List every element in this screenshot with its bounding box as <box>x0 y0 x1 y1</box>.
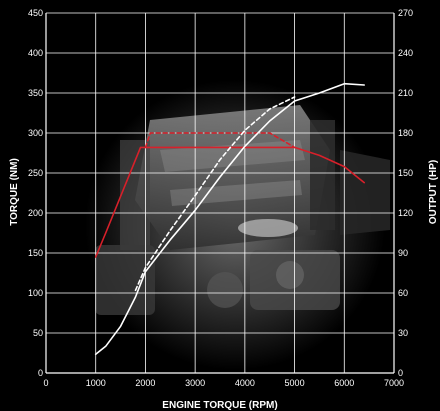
y-tick-label-left: 350 <box>28 88 43 98</box>
x-tick-label: 1000 <box>86 378 106 388</box>
x-tick-label: 7000 <box>384 378 404 388</box>
y-tick-label-left: 100 <box>28 288 43 298</box>
y-axis-title-right: OUTPUT (HP) <box>428 160 439 224</box>
y-tick-label-left: 200 <box>28 208 43 218</box>
y-tick-label-right: 150 <box>398 168 413 178</box>
x-tick-label: 4000 <box>235 378 255 388</box>
y-tick-label-right: 180 <box>398 128 413 138</box>
y-tick-label-right: 0 <box>398 368 403 378</box>
y-tick-label-left: 300 <box>28 128 43 138</box>
y-tick-label-right: 240 <box>398 48 413 58</box>
y-tick-label-right: 90 <box>398 248 408 258</box>
y-tick-label-left: 450 <box>28 8 43 18</box>
y-tick-label-left: 400 <box>28 48 43 58</box>
y-tick-label-left: 150 <box>28 248 43 258</box>
series-layer <box>94 82 366 356</box>
series-line-torque-solid <box>94 146 366 258</box>
series-line-output-dashed <box>134 96 296 292</box>
axes <box>45 13 395 374</box>
x-axis-title: ENGINE TORQUE (RPM) <box>162 400 277 411</box>
y-tick-label-left: 250 <box>28 168 43 178</box>
y-tick-label-right: 60 <box>398 288 408 298</box>
y-tick-label-right: 120 <box>398 208 413 218</box>
series-line-torque-dashed <box>144 132 296 149</box>
x-tick-label: 6000 <box>334 378 354 388</box>
y-tick-label-right: 30 <box>398 328 408 338</box>
x-tick-label: 2000 <box>135 378 155 388</box>
x-tick-label: 5000 <box>285 378 305 388</box>
x-tick-label: 0 <box>43 378 48 388</box>
x-tick-label: 3000 <box>185 378 205 388</box>
y-tick-label-right: 270 <box>398 8 413 18</box>
y-tick-label-right: 210 <box>398 88 413 98</box>
y-tick-label-left: 50 <box>33 328 43 338</box>
tick-labels: 0 1000 2000 3000 4000 5000 6000 700005010015020… <box>28 8 413 388</box>
y-axis-title-left: TORQUE (NM) <box>9 158 20 226</box>
series-line-output-solid <box>94 82 366 356</box>
y-tick-label-left: 0 <box>38 368 43 378</box>
